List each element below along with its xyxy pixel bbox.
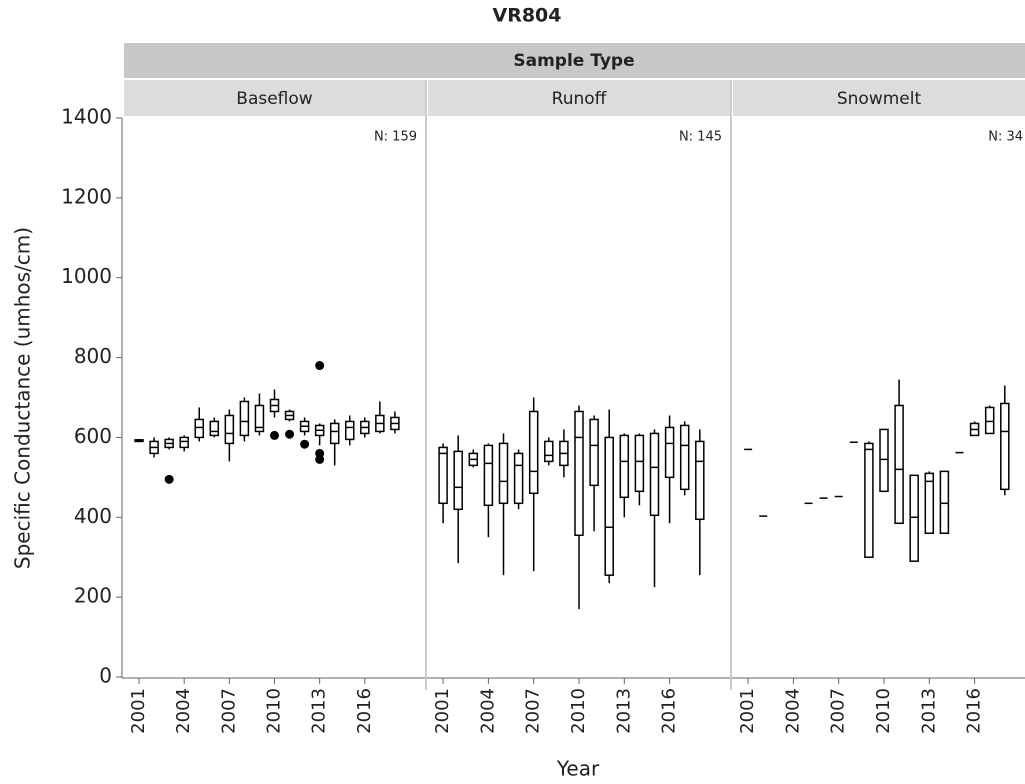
- x-tick-label: 2001: [432, 688, 453, 734]
- x-tick-label: 2013: [918, 688, 939, 734]
- outlier: [164, 474, 174, 484]
- box: [984, 406, 995, 435]
- outlier: [270, 430, 279, 440]
- header-label: Sample Type: [513, 51, 634, 71]
- box: [544, 440, 554, 463]
- x-tick-label: 2013: [613, 688, 634, 734]
- box: [864, 442, 874, 558]
- box: [438, 446, 448, 505]
- box: [528, 410, 539, 495]
- x-tick-label: 2010: [873, 688, 894, 734]
- y-tick-label: 400: [74, 504, 112, 528]
- box: [483, 444, 494, 507]
- y-tick-label: 1200: [61, 184, 112, 208]
- box: [209, 420, 220, 437]
- y-axis-label: Specific Conductance (umhos/cm): [11, 227, 35, 569]
- facet-header: [124, 80, 425, 116]
- box: [924, 472, 935, 535]
- box: [179, 436, 189, 449]
- box: [329, 422, 340, 445]
- outlier: [300, 439, 310, 449]
- x-tick-label: 2007: [523, 688, 544, 734]
- box: [879, 428, 889, 493]
- box: [254, 404, 265, 433]
- x-tick-label: 2001: [737, 688, 758, 734]
- box: [695, 440, 705, 521]
- y-tick-label: 0: [99, 664, 112, 688]
- y-tick-label: 600: [74, 424, 112, 448]
- x-tick-label: 2001: [128, 688, 149, 734]
- x-tick-label: 2004: [477, 688, 498, 734]
- x-tick-label: 2004: [173, 688, 194, 734]
- x-tick-label: 2013: [309, 688, 330, 734]
- facet-label: Runoff: [552, 89, 608, 109]
- facet-label: Snowmelt: [837, 89, 922, 109]
- x-tick-label: 2010: [264, 688, 285, 734]
- facet-label: Baseflow: [236, 89, 313, 109]
- x-tick-label: 2010: [568, 688, 589, 734]
- box: [453, 450, 463, 511]
- x-tick-label: 2007: [828, 688, 849, 734]
- box: [574, 410, 584, 537]
- x-tick-label: 2016: [354, 688, 375, 734]
- box: [498, 442, 509, 505]
- chart-title: VR804: [493, 5, 562, 27]
- y-tick-label: 1000: [61, 264, 112, 288]
- box: [679, 424, 690, 491]
- box: [345, 420, 355, 441]
- outlier: [315, 361, 325, 371]
- box: [634, 434, 645, 493]
- box: [909, 474, 919, 562]
- y-tick-label: 800: [74, 344, 112, 368]
- box: [239, 400, 250, 437]
- box: [664, 426, 675, 479]
- x-tick-label: 2007: [218, 688, 239, 734]
- n-label: N: 159: [374, 130, 417, 145]
- box: [604, 436, 614, 576]
- box: [194, 418, 204, 439]
- header-bar: [124, 43, 1025, 78]
- box: [619, 434, 630, 499]
- outlier: [315, 454, 325, 464]
- x-tick-label: 2004: [782, 688, 803, 734]
- x-axis-label: Year: [556, 757, 600, 781]
- box: [589, 418, 599, 487]
- box: [894, 404, 904, 525]
- box: [939, 470, 950, 535]
- x-tick-label: 2016: [964, 688, 985, 734]
- y-tick-label: 1400: [61, 105, 112, 129]
- outlier: [285, 429, 295, 439]
- box: [224, 414, 235, 445]
- box: [1000, 402, 1010, 491]
- box: [513, 452, 524, 505]
- x-tick-label: 2016: [659, 688, 680, 734]
- n-label: N: 145: [679, 130, 722, 145]
- box: [649, 432, 660, 517]
- facet-header: [733, 80, 1025, 116]
- facet-header: [428, 80, 730, 116]
- n-label: N: 34: [988, 130, 1023, 145]
- y-tick-label: 200: [74, 584, 112, 608]
